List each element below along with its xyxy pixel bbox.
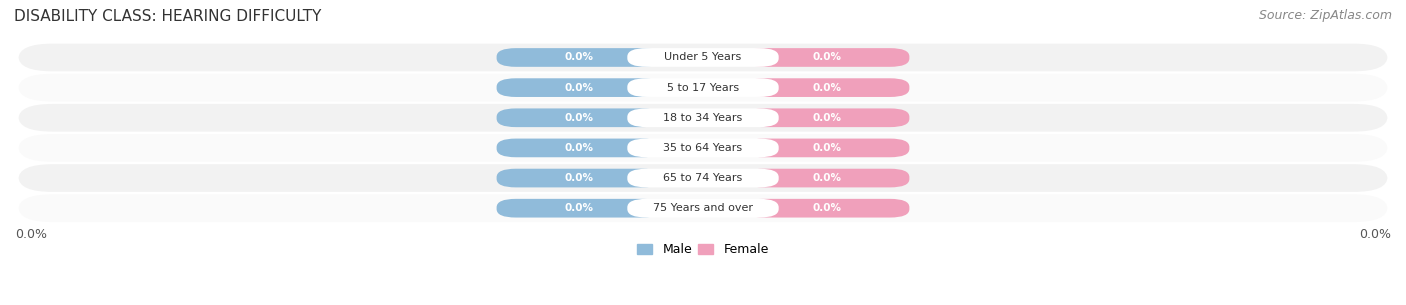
FancyBboxPatch shape	[496, 138, 662, 157]
Text: DISABILITY CLASS: HEARING DIFFICULTY: DISABILITY CLASS: HEARING DIFFICULTY	[14, 9, 322, 24]
FancyBboxPatch shape	[627, 108, 779, 127]
FancyBboxPatch shape	[18, 164, 1388, 192]
Text: 0.0%: 0.0%	[565, 173, 593, 183]
Text: 0.0%: 0.0%	[1360, 228, 1391, 241]
FancyBboxPatch shape	[18, 104, 1388, 132]
Text: Under 5 Years: Under 5 Years	[665, 52, 741, 63]
Text: 65 to 74 Years: 65 to 74 Years	[664, 173, 742, 183]
FancyBboxPatch shape	[744, 199, 910, 217]
Text: 0.0%: 0.0%	[15, 228, 46, 241]
FancyBboxPatch shape	[627, 169, 779, 187]
Text: 18 to 34 Years: 18 to 34 Years	[664, 113, 742, 123]
FancyBboxPatch shape	[18, 74, 1388, 102]
FancyBboxPatch shape	[18, 134, 1388, 162]
Text: 0.0%: 0.0%	[813, 203, 841, 213]
FancyBboxPatch shape	[18, 44, 1388, 71]
Text: 5 to 17 Years: 5 to 17 Years	[666, 83, 740, 93]
FancyBboxPatch shape	[18, 194, 1388, 222]
FancyBboxPatch shape	[496, 199, 662, 217]
Text: 0.0%: 0.0%	[813, 113, 841, 123]
Text: 0.0%: 0.0%	[813, 143, 841, 153]
FancyBboxPatch shape	[744, 78, 910, 97]
Text: 75 Years and over: 75 Years and over	[652, 203, 754, 213]
FancyBboxPatch shape	[627, 199, 779, 217]
FancyBboxPatch shape	[496, 169, 662, 187]
Text: 0.0%: 0.0%	[813, 173, 841, 183]
FancyBboxPatch shape	[496, 78, 662, 97]
FancyBboxPatch shape	[627, 78, 779, 97]
Text: Source: ZipAtlas.com: Source: ZipAtlas.com	[1258, 9, 1392, 22]
FancyBboxPatch shape	[744, 48, 910, 67]
Text: 0.0%: 0.0%	[565, 143, 593, 153]
Text: 0.0%: 0.0%	[565, 113, 593, 123]
Text: 0.0%: 0.0%	[565, 83, 593, 93]
Text: 0.0%: 0.0%	[813, 83, 841, 93]
FancyBboxPatch shape	[627, 48, 779, 67]
Text: 35 to 64 Years: 35 to 64 Years	[664, 143, 742, 153]
Text: 0.0%: 0.0%	[813, 52, 841, 63]
FancyBboxPatch shape	[627, 138, 779, 157]
FancyBboxPatch shape	[496, 48, 662, 67]
Text: 0.0%: 0.0%	[565, 52, 593, 63]
FancyBboxPatch shape	[496, 108, 662, 127]
FancyBboxPatch shape	[744, 138, 910, 157]
FancyBboxPatch shape	[744, 108, 910, 127]
FancyBboxPatch shape	[744, 169, 910, 187]
Legend: Male, Female: Male, Female	[633, 238, 773, 261]
Text: 0.0%: 0.0%	[565, 203, 593, 213]
